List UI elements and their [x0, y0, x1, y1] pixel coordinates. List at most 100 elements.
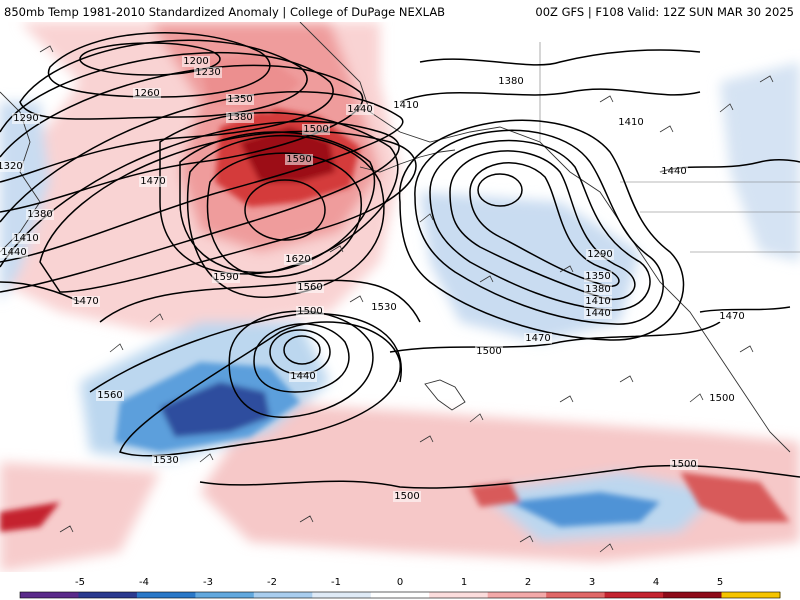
contour-label-backdrop: [226, 94, 254, 105]
colorbar-swatch: [604, 592, 664, 598]
contour-label: 1440: [290, 371, 315, 382]
colorbar-tick-label: 3: [589, 577, 595, 588]
colorbar-tick-label: 1: [461, 577, 467, 588]
contour-label-backdrop: [584, 308, 612, 319]
contour-label: 1380: [27, 209, 52, 220]
contour-label: 1380: [498, 76, 523, 87]
contour-label: 1500: [476, 346, 501, 357]
contour-label: 1440: [661, 166, 686, 177]
contour-1530-low: [119, 321, 401, 457]
contour-label: 1440: [585, 308, 610, 319]
colorbar-swatch: [429, 592, 489, 598]
contour-label: 1530: [371, 302, 396, 313]
colorbar-outline: [19, 591, 781, 599]
warm-anomaly-light-west: [0, 462, 160, 572]
contour-label: 1290: [13, 113, 38, 124]
contour-label: 1320: [0, 161, 23, 172]
contour-1260: [19, 39, 308, 120]
contour-label: 1290: [587, 249, 612, 260]
contour-label-backdrop: [475, 346, 503, 357]
wind-barb-set: [39, 45, 774, 553]
contour-1410: [39, 130, 417, 293]
contour-label: 1470: [719, 311, 744, 322]
contour-label: 1410: [393, 100, 418, 111]
contour-label-backdrop: [152, 455, 180, 466]
contour-1500-south: [199, 464, 800, 489]
contour-label-backdrop: [289, 371, 317, 382]
contour-label-backdrop: [497, 76, 525, 87]
contour-label-backdrop: [346, 104, 374, 115]
contour-1500-low: [228, 310, 374, 418]
contour-1620: [244, 179, 326, 241]
warm-anomaly-core-south-west: [470, 482, 520, 507]
header-bar: 850mb Temp 1981-2010 Standardized Anomal…: [0, 0, 800, 22]
anomaly-map: 1200123012601290132013801410144014701350…: [0, 22, 800, 572]
contour-1290: [0, 51, 334, 183]
colorbar-swatch: [136, 592, 196, 598]
contour-1590: [206, 152, 363, 278]
colorbar: -5 -4 -3 -2 -1 0 1 2 3 4 5: [19, 577, 781, 599]
contour-label-backdrop: [194, 67, 222, 78]
contour-1380-east: [449, 150, 636, 300]
colorbar-swatch: [487, 592, 547, 598]
contour-label: 1560: [97, 390, 122, 401]
contour-label: 1380: [227, 112, 252, 123]
contour-label: 1470: [140, 176, 165, 187]
colorbar-swatch: [370, 592, 430, 598]
contour-label-backdrop: [660, 166, 688, 177]
warm-anomaly-core-south-east: [680, 472, 790, 522]
alaska-coastline: [299, 22, 641, 253]
colorbar-swatch: [721, 592, 781, 598]
contour-label: 1500: [709, 393, 734, 404]
colorbar-tick-label: 0: [397, 577, 403, 588]
contour-1410-north: [399, 88, 701, 103]
wind-barbs: [39, 45, 774, 553]
contour-label-backdrop: [393, 491, 421, 502]
hawaii-islands: [424, 379, 466, 411]
contour-label-backdrop: [392, 100, 420, 111]
contour-label-backdrop: [139, 176, 167, 187]
contour-label: 1410: [618, 117, 643, 128]
contour-1560: [186, 135, 385, 298]
warm-anomaly-core-far-west: [0, 502, 60, 532]
contour-label-backdrop: [0, 247, 28, 258]
contour-label-backdrop: [285, 154, 313, 165]
contour-1380-north: [419, 49, 701, 66]
contour-label: 1200: [183, 56, 208, 67]
contour-label: 1440: [347, 104, 372, 115]
contour-label: 1590: [286, 154, 311, 165]
colorbar-tick-label: 4: [653, 577, 659, 588]
colorbar-swatch: [546, 592, 606, 598]
contour-label: 1560: [297, 282, 322, 293]
contour-1560-low: [89, 312, 403, 393]
map-title: 850mb Temp 1981-2010 Standardized Anomal…: [4, 5, 446, 19]
contour-label: 1500: [671, 459, 696, 470]
colorbar-tick-label: -4: [139, 577, 149, 588]
contour-label-backdrop: [12, 113, 40, 124]
contour-1380-low: [283, 335, 321, 365]
contour-label-backdrop: [584, 296, 612, 307]
contour-1440-west: [159, 111, 399, 275]
contour-label-backdrop: [586, 249, 614, 260]
contour-label-backdrop: [0, 161, 24, 172]
contour-label-backdrop: [617, 117, 645, 128]
cool-anomaly-core-southwest: [160, 382, 270, 437]
colorbar-tick-label: 5: [717, 577, 723, 588]
contour-label-backdrop: [182, 56, 210, 67]
model-run-info: 00Z GFS | F108 Valid: 12Z SUN MAR 30 202…: [535, 5, 794, 19]
colorbar-tick-label: -2: [267, 577, 277, 588]
contour-label-backdrop: [296, 282, 324, 293]
contour-1380: [0, 120, 400, 293]
contour-label: 1350: [585, 271, 610, 282]
cool-anomaly-mid-south-band: [510, 492, 660, 527]
contour-1470-east: [399, 119, 685, 341]
contour-label-backdrop: [212, 272, 240, 283]
contour-label: 1410: [13, 233, 38, 244]
contour-label: 1500: [394, 491, 419, 502]
contour-label-backdrop: [718, 311, 746, 322]
contour-label-backdrop: [26, 209, 54, 220]
contour-label: 1230: [195, 67, 220, 78]
contour-label: 1530: [153, 455, 178, 466]
colorbar-swatch: [253, 592, 313, 598]
contour-labels: 1200123012601290132013801410144014701350…: [0, 56, 746, 502]
